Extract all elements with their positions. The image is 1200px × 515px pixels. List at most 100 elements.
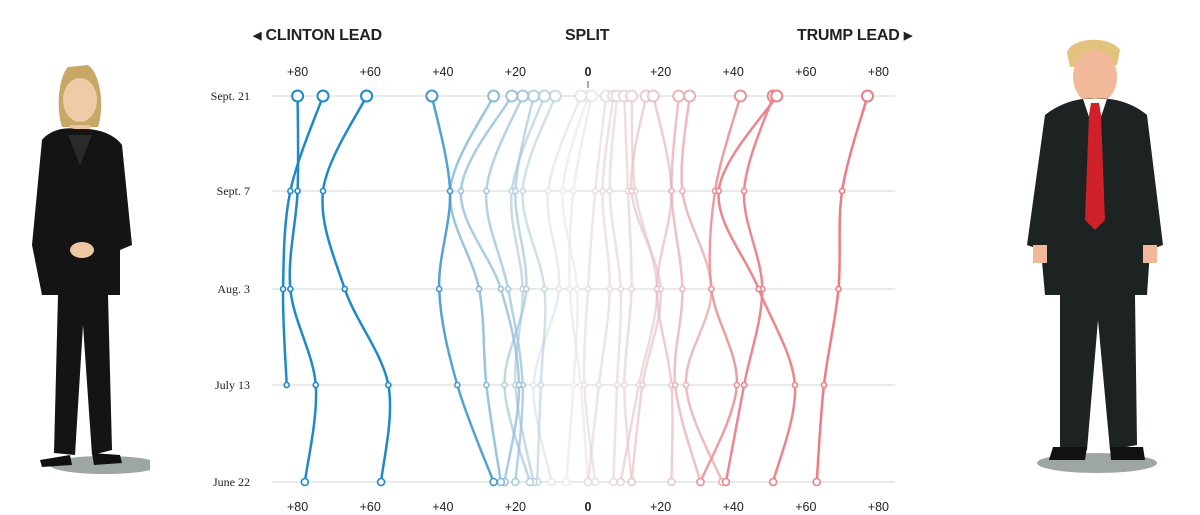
data-point	[740, 381, 748, 389]
data-point	[683, 89, 697, 103]
data-point	[511, 477, 520, 487]
data-point	[628, 187, 635, 195]
x-tick-label-top: +80	[868, 65, 889, 79]
data-point	[541, 285, 548, 293]
data-point	[516, 89, 530, 103]
data-point	[617, 285, 624, 293]
x-tick-label-bottom: +40	[432, 500, 453, 514]
data-point	[566, 285, 574, 293]
data-point	[457, 187, 465, 195]
x-tick-label-top: +80	[287, 65, 308, 79]
data-point	[646, 89, 660, 103]
data-point	[667, 477, 676, 487]
x-tick-label-top: +40	[432, 65, 453, 79]
arrow-right-icon: ▶	[903, 30, 913, 42]
data-point	[319, 187, 327, 195]
data-point	[527, 89, 541, 103]
trump-lead-header: TRUMP LEAD ▶	[797, 27, 913, 44]
x-tick-label-bottom: +60	[795, 500, 816, 514]
data-point	[595, 381, 603, 389]
x-tick-label-top: +60	[360, 65, 381, 79]
x-tick-label-bottom: +60	[360, 500, 381, 514]
clinton-lead-header: ◀ CLINTON LEAD	[253, 27, 382, 44]
data-point	[555, 285, 563, 293]
data-point	[613, 381, 621, 389]
data-point	[525, 477, 535, 487]
date-label: Aug. 3	[217, 282, 250, 296]
data-point	[715, 187, 722, 195]
arrow-left-icon: ◀	[253, 30, 262, 42]
date-label: Sept. 7	[217, 184, 250, 198]
x-tick-label-top: +60	[795, 65, 816, 79]
data-point	[287, 187, 294, 195]
data-point	[435, 285, 443, 293]
data-point	[360, 89, 374, 103]
x-tick-label-bottom: 0	[585, 500, 592, 514]
data-point	[682, 381, 690, 389]
x-tick-label-top: 0	[585, 65, 592, 79]
data-point	[300, 477, 310, 487]
data-point	[584, 285, 592, 293]
data-point	[625, 89, 639, 103]
data-point	[835, 285, 842, 293]
clinton-figure	[32, 65, 150, 474]
data-point	[591, 187, 599, 195]
data-point	[733, 381, 741, 389]
data-point	[791, 381, 799, 389]
data-point	[489, 477, 498, 487]
data-point	[733, 89, 747, 103]
data-point	[559, 187, 566, 195]
data-point	[279, 285, 287, 293]
data-point	[522, 285, 530, 293]
data-point	[570, 381, 577, 389]
data-point	[537, 381, 545, 389]
data-point	[530, 381, 537, 389]
data-point	[590, 477, 600, 487]
data-point	[740, 187, 748, 195]
data-point	[291, 89, 305, 103]
data-point	[581, 381, 588, 389]
data-point	[573, 285, 581, 293]
data-point	[483, 381, 490, 389]
data-point	[672, 89, 686, 103]
x-tick-label-top: +40	[723, 65, 744, 79]
data-point	[708, 285, 715, 293]
data-point	[547, 477, 557, 487]
data-point	[570, 187, 577, 195]
data-point	[544, 187, 552, 195]
data-point	[627, 477, 636, 487]
data-point	[616, 477, 625, 487]
data-point	[812, 477, 821, 487]
data-point	[679, 187, 686, 195]
data-point	[639, 381, 646, 389]
data-point	[454, 381, 461, 389]
date-label: Sept. 21	[211, 89, 250, 103]
data-point	[475, 285, 483, 293]
data-point	[668, 187, 675, 195]
data-point	[548, 89, 562, 103]
data-point	[620, 381, 628, 389]
data-point	[519, 187, 526, 195]
data-point	[861, 89, 875, 103]
data-point	[283, 381, 291, 389]
data-point	[341, 285, 349, 293]
date-label: July 13	[215, 378, 250, 392]
data-point	[653, 285, 661, 293]
split-header: SPLIT	[565, 27, 610, 44]
data-point	[505, 89, 519, 103]
data-point	[483, 187, 490, 195]
data-point	[501, 381, 508, 389]
data-point	[768, 477, 778, 487]
data-point	[671, 381, 679, 389]
x-tick-label-top: +20	[650, 65, 671, 79]
x-tick-label-bottom: +80	[287, 500, 308, 514]
data-point	[599, 187, 606, 195]
data-point	[838, 187, 846, 195]
data-point	[287, 285, 294, 293]
data-point	[628, 285, 635, 293]
data-point	[376, 477, 386, 487]
data-point	[294, 187, 301, 195]
data-point	[574, 89, 588, 103]
x-tick-label-bottom: +20	[505, 500, 526, 514]
